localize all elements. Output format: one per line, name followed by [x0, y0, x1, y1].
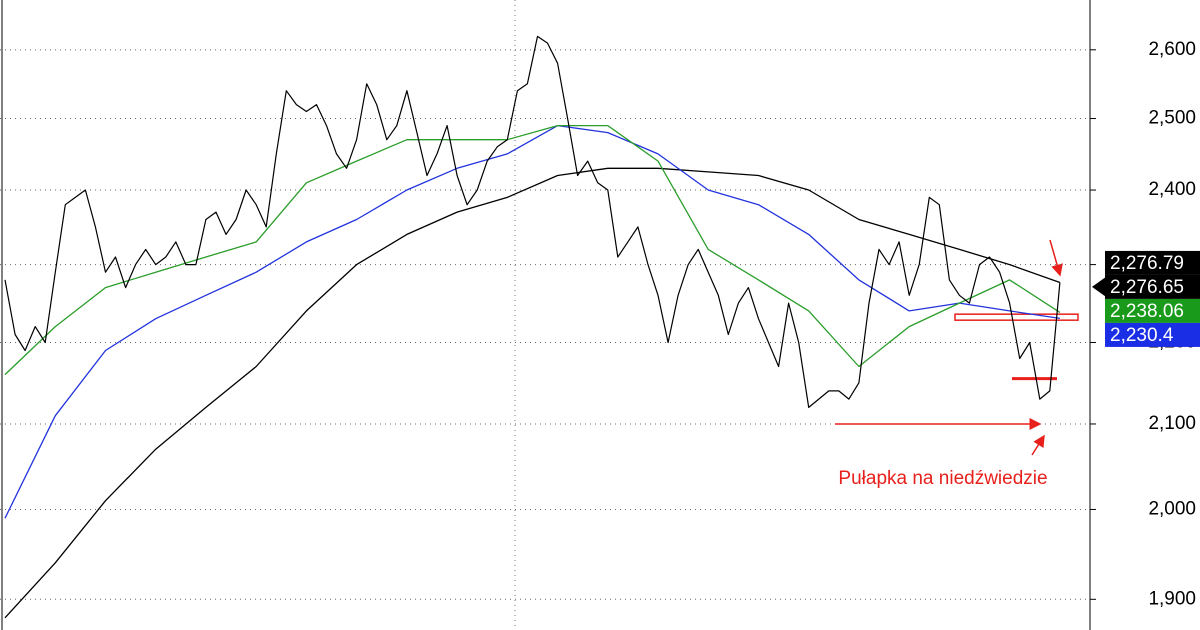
series-line [4, 167, 1061, 619]
annotation: Pułapka na niedźwiedzie [838, 468, 1047, 489]
price-tag [1105, 298, 1200, 323]
price-tag-label: 2,276.79 [1110, 253, 1184, 274]
y-tick-label: 2,600 [1148, 39, 1196, 60]
series-line [4, 124, 1060, 519]
level-box [954, 313, 1079, 321]
price-tag-label: 2,230.4 [1110, 325, 1174, 346]
arrow [1031, 434, 1045, 456]
price-tag [1105, 322, 1200, 347]
y-tick-label: 1,900 [1148, 588, 1196, 609]
arrow [1049, 239, 1063, 277]
price-tag-label: 2,238.06 [1110, 301, 1184, 322]
series-line [4, 35, 1061, 408]
price-tag-label: 2,276.65 [1110, 277, 1184, 298]
series-line [4, 124, 1061, 376]
y-tick-label: 2,100 [1148, 413, 1196, 434]
y-tick-label: 2,000 [1148, 498, 1196, 519]
price-tag [1105, 274, 1200, 299]
y-tick-label: 2,500 [1148, 108, 1196, 129]
price-tag-pointer [1092, 276, 1106, 297]
y-tick-label: 2,400 [1148, 179, 1196, 200]
price-tag [1105, 250, 1200, 275]
